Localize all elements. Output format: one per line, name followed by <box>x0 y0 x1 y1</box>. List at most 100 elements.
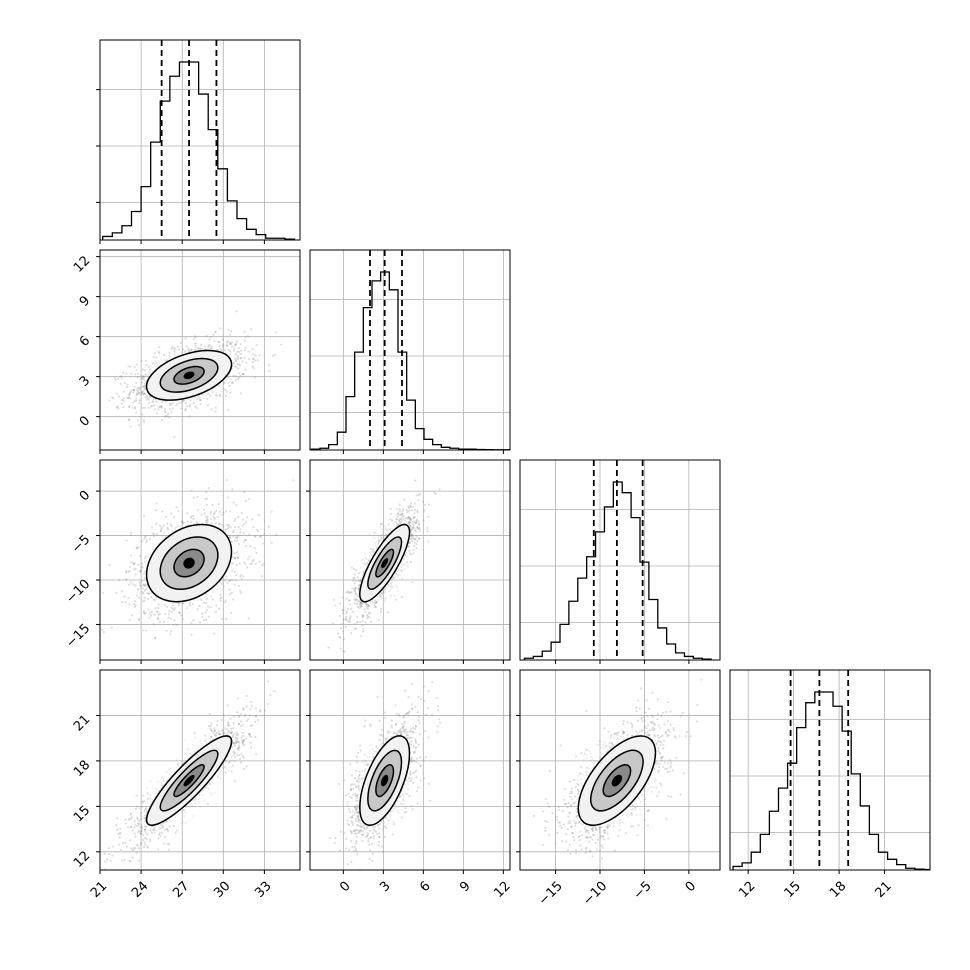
scatter-point <box>189 516 192 519</box>
scatter-point <box>141 377 144 380</box>
scatter-point <box>233 743 236 746</box>
scatter-point <box>416 509 419 512</box>
scatter-point <box>157 788 160 791</box>
scatter-point <box>244 368 247 371</box>
scatter-point <box>224 760 227 763</box>
scatter-point <box>360 561 364 565</box>
scatter-point <box>132 583 135 586</box>
scatter-point <box>162 353 166 356</box>
scatter-point <box>164 603 167 607</box>
scatter-point <box>194 798 197 801</box>
scatter-point <box>198 398 201 402</box>
scatter-point <box>141 413 144 416</box>
scatter-point <box>163 835 167 839</box>
scatter-point <box>237 542 240 546</box>
scatter-point <box>253 376 256 379</box>
scatter-point <box>111 396 114 399</box>
scatter-point <box>135 394 138 397</box>
scatter-point <box>361 602 364 605</box>
scatter-point <box>181 399 184 402</box>
scatter-point <box>224 388 227 391</box>
scatter-point <box>414 479 417 482</box>
scatter-point <box>371 550 375 553</box>
scatter-point <box>360 602 363 605</box>
scatter-point <box>416 526 419 529</box>
scatter-point <box>382 590 385 593</box>
scatter-point <box>177 509 180 513</box>
scatter-point <box>133 820 136 823</box>
scatter-point <box>211 598 214 601</box>
scatter-point <box>353 598 356 601</box>
scatter-point <box>131 829 134 832</box>
scatter-point <box>416 525 419 529</box>
scatter-point <box>238 723 241 726</box>
scatter-point <box>234 556 237 559</box>
scatter-point <box>141 592 145 595</box>
scatter-point <box>375 601 378 604</box>
scatter-point <box>364 602 368 605</box>
scatter-point <box>218 607 221 610</box>
scatter-point <box>144 829 147 832</box>
scatter-point <box>240 578 243 581</box>
scatter-point <box>416 527 419 530</box>
scatter-point <box>368 612 371 615</box>
scatter-point <box>237 714 240 717</box>
scatter-point <box>358 583 361 586</box>
scatter-point <box>219 732 222 736</box>
scatter-point <box>267 525 270 528</box>
scatter-point <box>411 581 414 584</box>
scatter-point <box>337 632 340 635</box>
scatter-point <box>140 826 143 829</box>
scatter-point <box>389 517 392 521</box>
scatter-point <box>354 599 357 602</box>
scatter-point <box>409 502 413 505</box>
scatter-point <box>232 361 235 364</box>
scatter-point <box>249 714 252 717</box>
scatter-point <box>120 377 123 380</box>
scatter-point <box>128 393 131 396</box>
scatter-point <box>240 356 243 359</box>
scatter-point <box>343 650 346 653</box>
scatter-point <box>174 526 177 529</box>
scatter-point <box>147 608 150 611</box>
scatter-point <box>216 719 219 723</box>
scatter-point <box>168 416 171 419</box>
scatter-point <box>196 397 199 400</box>
scatter-point <box>236 356 240 359</box>
scatter-point <box>157 613 160 617</box>
scatter-point <box>389 507 393 510</box>
scatter-point <box>144 373 147 376</box>
scatter-point <box>227 376 231 379</box>
scatter-point <box>401 563 404 567</box>
scatter-point <box>258 560 261 564</box>
scatter-point <box>389 595 392 598</box>
scatter-point <box>239 720 243 723</box>
scatter-point <box>369 547 372 550</box>
scatter-point <box>157 618 160 621</box>
scatter-point <box>344 625 347 628</box>
scatter-point <box>164 612 167 616</box>
scatter-point <box>148 371 151 375</box>
scatter-point <box>140 824 143 827</box>
scatter-point <box>381 530 385 533</box>
scatter-point <box>115 591 118 594</box>
scatter-point <box>252 558 255 561</box>
scatter-point <box>411 520 414 523</box>
scatter-point <box>371 548 374 551</box>
scatter-point <box>176 763 179 766</box>
scatter-point <box>144 561 147 564</box>
scatter-point <box>125 578 128 581</box>
scatter-point <box>243 522 246 525</box>
scatter-point <box>209 518 213 521</box>
scatter-point <box>207 725 211 728</box>
scatter-point <box>129 531 133 534</box>
scatter-point <box>238 372 241 375</box>
scatter-point <box>134 573 137 576</box>
scatter-point <box>220 349 223 352</box>
scatter-point <box>210 735 213 739</box>
scatter-point <box>136 391 139 394</box>
scatter-point <box>149 368 152 371</box>
scatter-point <box>198 621 202 624</box>
scatter-point <box>390 594 393 597</box>
scatter-point <box>135 392 138 396</box>
